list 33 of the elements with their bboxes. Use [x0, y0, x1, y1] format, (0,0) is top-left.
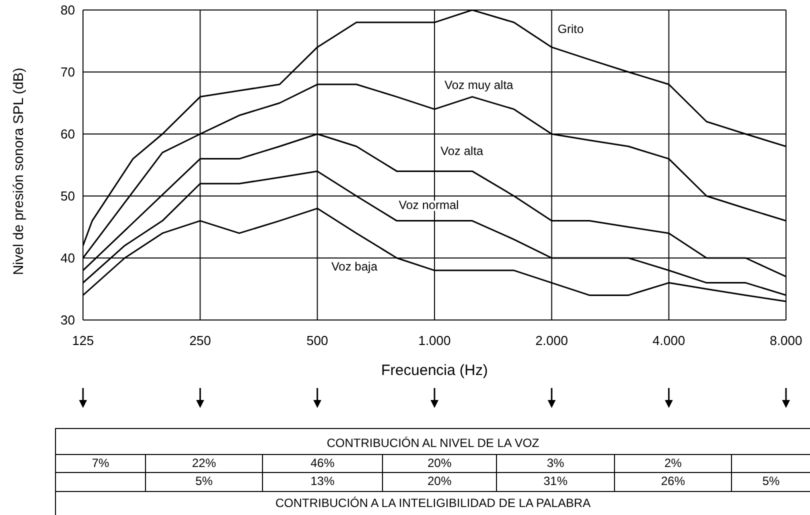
- x-axis-title: Frecuencia (Hz): [381, 362, 488, 379]
- y-tick-label: 40: [60, 250, 75, 266]
- text: 22%: [145, 454, 262, 472]
- x-tick-label: 500: [306, 333, 328, 348]
- text: 26%: [614, 472, 731, 491]
- series-label: Voz alta: [440, 144, 484, 158]
- text: 2%: [614, 454, 731, 472]
- y-tick-label: 70: [60, 64, 75, 80]
- text: CONTRIBUCIÓN A LA INTELIGIBILIDAD DE LA PALABRA: [55, 491, 810, 515]
- text: 5%: [731, 472, 810, 491]
- x-tick-label: 250: [189, 333, 212, 348]
- text: 7%: [55, 454, 145, 472]
- x-tick-label: 8.000: [770, 333, 802, 348]
- y-tick-label: 50: [60, 188, 75, 204]
- text: 31%: [496, 472, 614, 491]
- text: 20%: [382, 472, 496, 491]
- text: 3%: [496, 454, 614, 472]
- text: CONTRIBUCIÓN AL NIVEL DE LA VOZ: [55, 428, 810, 454]
- x-tick-label: 2.000: [535, 333, 568, 348]
- series-label: Voz baja: [331, 259, 378, 274]
- text: 20%: [382, 454, 496, 472]
- y-tick-label: 30: [60, 312, 75, 328]
- series-label: Grito: [558, 22, 584, 36]
- series-label: Voz muy alta: [444, 78, 514, 92]
- y-axis-title: Nivel de presión sonora SPL (dB): [10, 68, 26, 275]
- y-tick-label: 80: [60, 2, 75, 18]
- y-tick-label: 60: [60, 126, 75, 142]
- text: 13%: [262, 472, 382, 491]
- x-tick-label: 125: [72, 333, 94, 348]
- x-tick-label: 4.000: [652, 333, 686, 348]
- x-tick-label: 1.000: [418, 333, 451, 348]
- text: 5%: [145, 472, 262, 491]
- text: 46%: [262, 454, 382, 472]
